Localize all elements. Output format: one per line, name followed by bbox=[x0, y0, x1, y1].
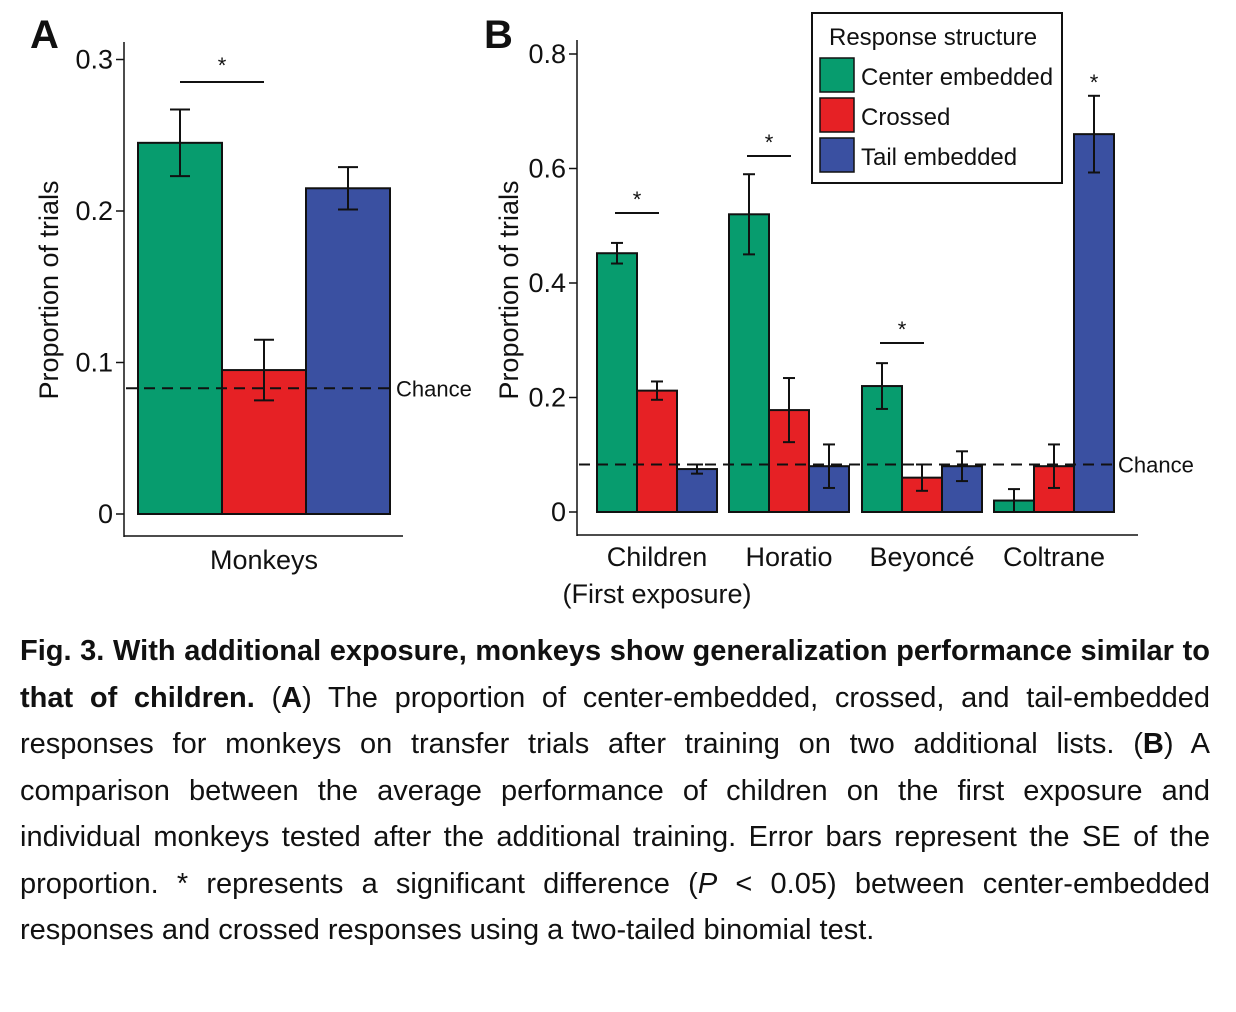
y-tick-label: 0.6 bbox=[528, 154, 566, 184]
legend-label-center-embedded: Center embedded bbox=[861, 64, 1053, 91]
legend-label-tail-embedded: Tail embedded bbox=[861, 144, 1017, 171]
caption-letter-a: A bbox=[281, 681, 303, 714]
panel-b-category-label-beyonce: Beyoncé bbox=[869, 542, 974, 572]
y-tick-label: 0.2 bbox=[75, 196, 113, 226]
y-tick-label: 0 bbox=[551, 497, 566, 527]
y-tick-label: 0.4 bbox=[528, 268, 566, 298]
panel-b-category-label-horatio: Horatio bbox=[745, 542, 832, 572]
y-tick-label: 0.2 bbox=[528, 383, 566, 413]
y-tick-label: 0.3 bbox=[75, 45, 113, 75]
panel-b-letter: B bbox=[484, 13, 513, 57]
legend-swatch-center-embedded bbox=[819, 57, 855, 93]
legend-title: Response structure bbox=[829, 24, 1037, 51]
panel-b-category-label-children: Children bbox=[607, 542, 708, 572]
panel-a-letter: A bbox=[30, 13, 59, 57]
bar-tail-embedded bbox=[1073, 133, 1115, 513]
bar-center-embedded bbox=[596, 252, 638, 513]
figure-3: A 0 0.1 0.2 0.3 * Chance Proportion of tria… bbox=[30, 12, 1194, 609]
bar-crossed bbox=[636, 389, 678, 514]
caption-text-a-open: ( bbox=[271, 681, 282, 714]
bar-center-embedded bbox=[728, 213, 770, 514]
significance-star: * bbox=[765, 130, 774, 155]
legend: Response structure Center embedded Cross… bbox=[811, 12, 1063, 184]
y-tick-label: 0.8 bbox=[528, 39, 566, 69]
panel-a-y-axis-title: Proportion of trials bbox=[34, 180, 64, 399]
caption-fig-label: Fig. 3. bbox=[20, 635, 105, 667]
significance-star: * bbox=[633, 187, 642, 212]
caption-p-symbol: P bbox=[697, 867, 718, 900]
caption-title: With additional exposure, monkeys show g… bbox=[20, 635, 1210, 714]
caption-text-p: < 0.05) between center-embedded response… bbox=[20, 867, 1211, 947]
figure-caption: Fig. 3. With additional exposure, monkey… bbox=[20, 628, 1210, 954]
bar-center-embedded bbox=[137, 141, 223, 515]
panel-b-chart: B 0 0.2 0.4 0.6 0.8 * * * * Chance Proportion o… bbox=[484, 12, 1194, 609]
legend-label-crossed: Crossed bbox=[861, 104, 950, 131]
significance-star: * bbox=[898, 317, 907, 342]
y-tick-label: 0.1 bbox=[75, 348, 113, 378]
legend-swatch-tail-embedded bbox=[819, 137, 855, 173]
panel-b-chance-label: Chance bbox=[1118, 452, 1194, 477]
panel-b-category-sublabel-children: (First exposure) bbox=[562, 579, 751, 609]
caption-text-b: ) A comparison between the average perfo… bbox=[20, 728, 1210, 900]
panel-b-y-axis-title: Proportion of trials bbox=[494, 180, 524, 399]
panel-b-category-label-coltrane: Coltrane bbox=[1003, 542, 1105, 572]
panel-a-chance-label: Chance bbox=[396, 376, 472, 401]
y-tick-label: 0 bbox=[98, 499, 113, 529]
caption-text-a: ) The proportion of center-embedded, cro… bbox=[20, 681, 1210, 761]
legend-swatch-crossed bbox=[819, 97, 855, 133]
caption-letter-b: B bbox=[1142, 728, 1164, 760]
bar-tail-embedded bbox=[676, 468, 718, 513]
panel-a-category-label: Monkeys bbox=[210, 545, 318, 575]
panel-a-chart: A 0 0.1 0.2 0.3 * Chance Proportion of tria… bbox=[30, 13, 472, 575]
significance-star: * bbox=[218, 53, 227, 78]
bar-tail-embedded bbox=[305, 187, 391, 515]
significance-star: * bbox=[1090, 70, 1099, 95]
